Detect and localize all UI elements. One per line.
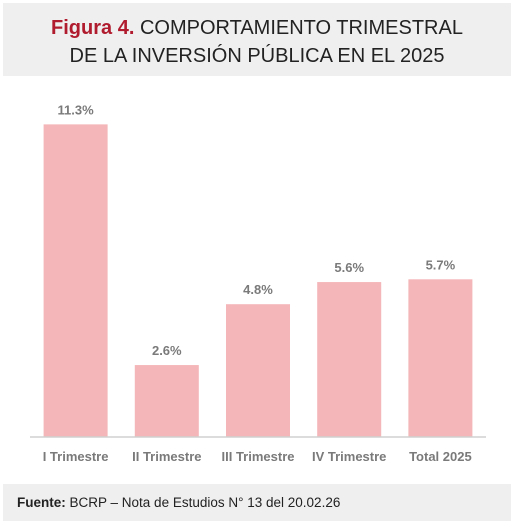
source-label: Fuente: <box>17 495 66 510</box>
chart-area: 11.3% I Trimestre 2.6% II Trimestre 4.8% III … <box>0 80 516 480</box>
bar-2 <box>134 365 199 437</box>
figure-title-line2: DE LA INVERSIÓN PÚBLICA EN EL 2025 <box>69 45 445 67</box>
source-footer: Fuente: BCRP – Nota de Estudios N° 13 de… <box>3 484 511 521</box>
data-label-1: 11.3% <box>58 102 95 117</box>
bar-1 <box>43 124 108 437</box>
category-label-2: II Trimestre <box>132 449 201 464</box>
category-label-5: Total 2025 <box>409 449 472 464</box>
bar-4 <box>317 282 382 437</box>
figure-number: Figura 4. <box>51 17 135 39</box>
data-label-5: 5.7% <box>426 257 456 272</box>
category-label-4: IV Trimestre <box>312 449 386 464</box>
data-label-4: 5.6% <box>334 260 364 275</box>
data-label-3: 4.8% <box>243 282 273 297</box>
figure-header: Figura 4. COMPORTAMIENTO TRIMESTRAL DE L… <box>3 3 511 76</box>
bar-3 <box>226 304 290 437</box>
figure-title-text: COMPORTAMIENTO TRIMESTRAL <box>139 17 463 39</box>
category-label-1: I Trimestre <box>43 449 109 464</box>
data-label-2: 2.6% <box>152 343 182 358</box>
figure-title-line1: Figura 4. COMPORTAMIENTO TRIMESTRAL <box>3 17 511 40</box>
bar-5 <box>408 279 473 437</box>
category-label-3: III Trimestre <box>222 449 295 464</box>
bar-chart: 11.3% I Trimestre 2.6% II Trimestre 4.8% III … <box>30 102 486 464</box>
source-text: BCRP – Nota de Estudios N° 13 del 20.02.… <box>69 495 341 510</box>
